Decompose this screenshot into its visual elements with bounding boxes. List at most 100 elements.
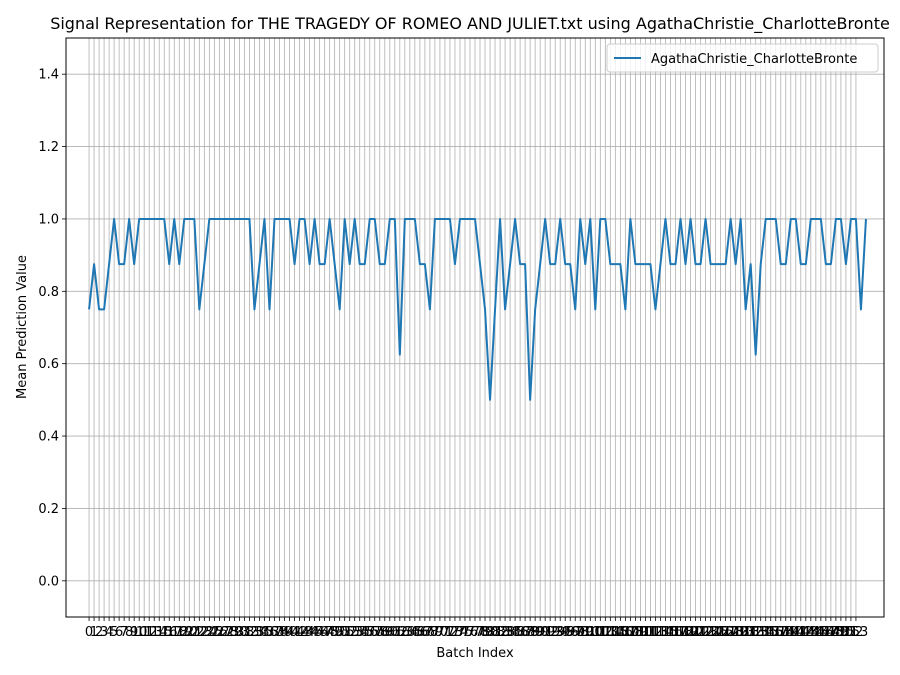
x-tick-label: 147 bbox=[813, 625, 838, 640]
y-tick-label: 0.0 bbox=[38, 574, 59, 589]
x-tick-label: 61 bbox=[387, 625, 404, 640]
x-tick-label: 19 bbox=[176, 625, 193, 640]
x-tick-label: 70 bbox=[432, 625, 449, 640]
x-tick-label: 49 bbox=[326, 625, 343, 640]
x-tick-label: 15 bbox=[156, 625, 173, 640]
x-tick-label: 36 bbox=[261, 625, 278, 640]
x-tick-label: 27 bbox=[216, 625, 233, 640]
x-tick-label: 111 bbox=[633, 625, 658, 640]
y-tick-label: 0.8 bbox=[38, 285, 59, 300]
x-tick-label: 135 bbox=[753, 625, 778, 640]
x-tick-label: 90 bbox=[532, 625, 549, 640]
x-tick-label: 25 bbox=[206, 625, 223, 640]
x-tick-label: 88 bbox=[522, 625, 539, 640]
x-tick-label: 115 bbox=[653, 625, 678, 640]
x-tick-label: 69 bbox=[427, 625, 444, 640]
x-tick-label: 144 bbox=[798, 625, 823, 640]
x-tick-label: 71 bbox=[437, 625, 454, 640]
x-tick-label: 97 bbox=[567, 625, 584, 640]
x-tick-label: 109 bbox=[623, 625, 648, 640]
x-tick-label: 84 bbox=[502, 625, 519, 640]
y-tick-label: 1.0 bbox=[38, 212, 59, 227]
x-tick-label: 66 bbox=[412, 625, 429, 640]
x-tick-label: 74 bbox=[452, 625, 469, 640]
x-tick-label: 52 bbox=[341, 625, 358, 640]
x-tick-label: 137 bbox=[763, 625, 788, 640]
x-tick-label: 38 bbox=[271, 625, 288, 640]
x-tick-label: 41 bbox=[286, 625, 303, 640]
x-tick-label: 63 bbox=[397, 625, 414, 640]
x-tick-label: 45 bbox=[306, 625, 323, 640]
x-tick-label: 28 bbox=[221, 625, 238, 640]
x-tick-label: 13 bbox=[146, 625, 163, 640]
x-tick-label: 0 bbox=[85, 625, 93, 640]
x-tick-label: 145 bbox=[803, 625, 828, 640]
x-tick-label: 39 bbox=[276, 625, 293, 640]
x-tick-label: 128 bbox=[718, 625, 743, 640]
x-axis: 0123456789101112131415161718192021222324… bbox=[85, 617, 868, 640]
x-tick-label: 129 bbox=[723, 625, 748, 640]
x-tick-label: 151 bbox=[833, 625, 858, 640]
y-tick-label: 0.2 bbox=[38, 502, 59, 517]
x-tick-label: 32 bbox=[241, 625, 258, 640]
x-tick-label: 23 bbox=[196, 625, 213, 640]
x-tick-label: 35 bbox=[256, 625, 273, 640]
series-line bbox=[88, 217, 867, 401]
x-tick-label: 30 bbox=[231, 625, 248, 640]
x-tick-label: 107 bbox=[613, 625, 638, 640]
x-tick-label: 149 bbox=[823, 625, 848, 640]
x-tick-label: 72 bbox=[442, 625, 459, 640]
x-tick-label: 6 bbox=[115, 625, 123, 640]
x-tick-label: 123 bbox=[693, 625, 718, 640]
x-axis-label: Batch Index bbox=[436, 646, 514, 661]
legend-box bbox=[606, 43, 879, 73]
x-tick-label: 21 bbox=[186, 625, 203, 640]
x-tick-label: 68 bbox=[422, 625, 439, 640]
x-tick-label: 18 bbox=[171, 625, 188, 640]
x-tick-label: 14 bbox=[151, 625, 168, 640]
x-tick-label: 62 bbox=[392, 625, 409, 640]
x-tick-label: 3 bbox=[100, 625, 108, 640]
x-tick-label: 146 bbox=[808, 625, 833, 640]
x-tick-label: 130 bbox=[728, 625, 753, 640]
x-tick-label: 132 bbox=[738, 625, 763, 640]
x-tick-label: 102 bbox=[588, 625, 613, 640]
x-tick-label: 113 bbox=[643, 625, 668, 640]
x-tick-label: 82 bbox=[492, 625, 509, 640]
x-tick-label: 76 bbox=[462, 625, 479, 640]
x-tick-label: 95 bbox=[557, 625, 574, 640]
x-tick-label: 29 bbox=[226, 625, 243, 640]
x-tick-label: 12 bbox=[141, 625, 158, 640]
x-tick-label: 152 bbox=[839, 625, 864, 640]
x-tick-label: 9 bbox=[130, 625, 138, 640]
x-tick-label: 110 bbox=[628, 625, 653, 640]
x-tick-label: 150 bbox=[828, 625, 853, 640]
legend-entry-label: AgathaChristie_CharlotteBronte bbox=[651, 52, 857, 67]
x-tick-label: 100 bbox=[578, 625, 603, 640]
x-tick-label: 34 bbox=[251, 625, 268, 640]
x-tick-label: 40 bbox=[281, 625, 298, 640]
x-tick-label: 122 bbox=[688, 625, 713, 640]
x-tick-label: 89 bbox=[527, 625, 544, 640]
chart-title: Signal Representation for THE TRAGEDY OF… bbox=[50, 14, 890, 34]
y-axis: 0.0 0.2 0.4 0.6 0.8 1.0 1.2 1.4 bbox=[38, 68, 66, 589]
x-tick-label: 42 bbox=[291, 625, 308, 640]
x-tick-label: 53 bbox=[346, 625, 363, 640]
x-tick-label: 104 bbox=[598, 625, 623, 640]
x-tick-label: 133 bbox=[743, 625, 768, 640]
x-tick-label: 127 bbox=[713, 625, 738, 640]
y-tick-label: 1.2 bbox=[38, 140, 59, 155]
x-tick-label: 73 bbox=[447, 625, 464, 640]
x-tick-label: 139 bbox=[773, 625, 798, 640]
x-tick-label: 112 bbox=[638, 625, 663, 640]
x-tick-label: 86 bbox=[512, 625, 529, 640]
x-tick-label: 105 bbox=[603, 625, 628, 640]
x-tick-label: 37 bbox=[266, 625, 283, 640]
x-tick-label: 22 bbox=[191, 625, 208, 640]
x-tick-label: 94 bbox=[552, 625, 569, 640]
y-tick-label: 1.4 bbox=[38, 68, 59, 83]
x-tick-label: 11 bbox=[136, 625, 153, 640]
x-tick-label: 31 bbox=[236, 625, 253, 640]
x-tick-label: 91 bbox=[537, 625, 554, 640]
x-tick-label: 116 bbox=[658, 625, 683, 640]
